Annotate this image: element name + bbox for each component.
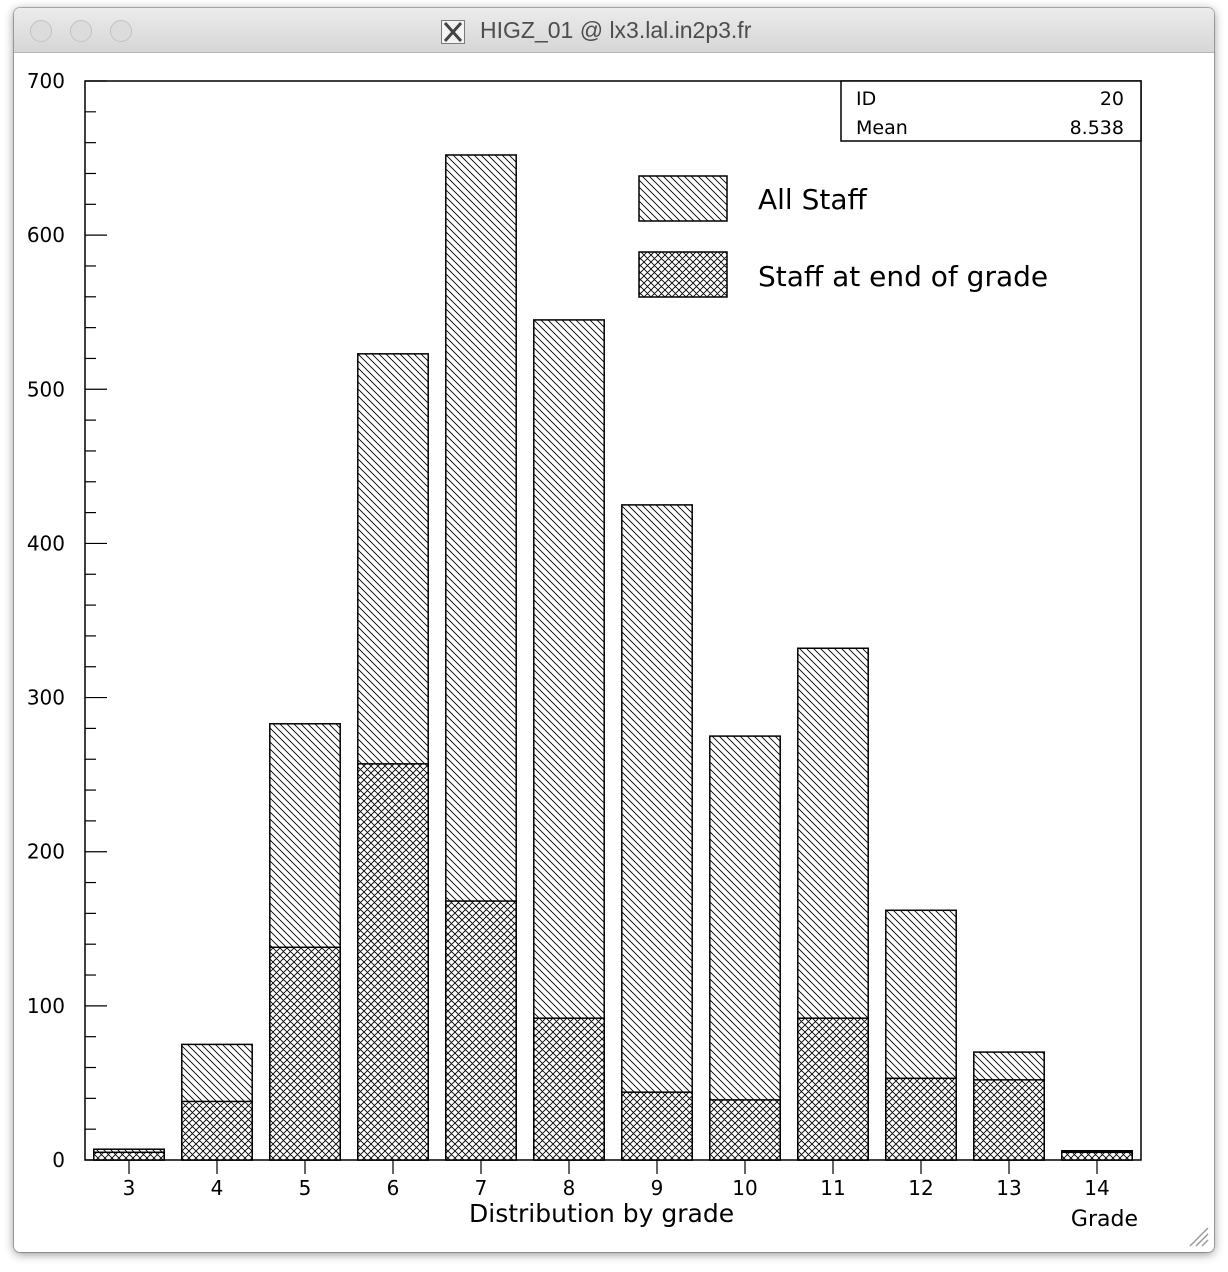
minimize-button[interactable] — [70, 20, 92, 42]
bar-series1-grade-6 — [357, 763, 429, 1161]
legend-label-end-of-grade: Staff at end of grade — [758, 260, 1048, 293]
bar-series1-grade-8 — [533, 1017, 605, 1161]
legend-swatch-end-of-grade — [638, 251, 728, 298]
x-tick-label: 10 — [732, 1176, 757, 1200]
legend-swatch-all-staff — [638, 175, 728, 222]
x-axis: 3 4 5 6 7 8 9 10 11 12 13 14 — [123, 1160, 1110, 1200]
y-tick-label: 200 — [27, 840, 65, 864]
x11-icon — [441, 20, 465, 44]
window-title: HIGZ_01 @ lx3.lal.in2p3.fr — [480, 17, 752, 43]
x-tick-label: 3 — [123, 1176, 136, 1200]
stats-box: ID 20 Mean 8.538 — [840, 80, 1142, 142]
stats-mean-value: 8.538 — [1070, 117, 1124, 139]
bar-series1-grade-13 — [973, 1079, 1045, 1161]
x-tick-label: 9 — [651, 1176, 664, 1200]
higz-window: HIGZ_01 @ lx3.lal.in2p3.fr 0 100 200 300 400… — [14, 8, 1214, 1252]
y-tick-label: 700 — [27, 69, 65, 93]
zoom-button[interactable] — [110, 20, 132, 42]
legend-label-all-staff: All Staff — [758, 183, 868, 216]
y-tick-label: 400 — [27, 531, 65, 555]
bar-series0-grade-9 — [621, 504, 693, 1161]
x-tick-label: 13 — [996, 1176, 1021, 1200]
bar-series1-grade-14 — [1061, 1151, 1133, 1161]
x-tick-label: 6 — [387, 1176, 400, 1200]
title-bar[interactable]: HIGZ_01 @ lx3.lal.in2p3.fr — [14, 8, 1214, 53]
x-tick-label: 4 — [211, 1176, 224, 1200]
y-tick-label: 0 — [52, 1148, 65, 1172]
y-tick-label: 600 — [27, 223, 65, 247]
bar-series1-grade-12 — [885, 1077, 957, 1161]
bar-series1-grade-5 — [269, 946, 341, 1161]
y-axis: 0 100 200 300 400 500 600 700 — [27, 69, 107, 1172]
x-axis-label: Distribution by grade — [469, 1199, 734, 1228]
histogram-chart: 0 100 200 300 400 500 600 700 3 4 5 6 7 8 9 10 11 12 13 14… — [27, 69, 1142, 1232]
x-tick-label: 5 — [299, 1176, 312, 1200]
y-tick-label: 300 — [27, 686, 65, 710]
bar-series1-grade-3 — [93, 1151, 165, 1161]
stats-mean-label: Mean — [856, 117, 908, 139]
x-tick-label: 8 — [563, 1176, 576, 1200]
resize-grip-icon[interactable] — [1184, 1222, 1210, 1248]
close-button[interactable] — [30, 20, 52, 42]
legend: All Staff Staff at end of grade — [638, 175, 1048, 298]
bars-group — [93, 154, 1133, 1161]
x-tick-label: 14 — [1084, 1176, 1109, 1200]
stats-id-value: 20 — [1100, 88, 1124, 110]
y-tick-label: 100 — [27, 994, 65, 1018]
plot-frame — [84, 80, 1142, 1161]
bar-series1-grade-9 — [621, 1091, 693, 1161]
bar-series1-grade-4 — [181, 1100, 253, 1161]
bar-series1-grade-10 — [709, 1099, 781, 1161]
x-tick-label: 12 — [908, 1176, 933, 1200]
stats-id-label: ID — [856, 88, 876, 110]
bar-series1-grade-7 — [445, 900, 517, 1161]
x-tick-label: 11 — [820, 1176, 845, 1200]
bar-series1-grade-11 — [797, 1017, 869, 1161]
y-tick-label: 500 — [27, 377, 65, 401]
x-axis-unit-label: Grade — [1071, 1207, 1138, 1232]
x-tick-label: 7 — [475, 1176, 488, 1200]
bar-series0-grade-10 — [709, 735, 781, 1161]
